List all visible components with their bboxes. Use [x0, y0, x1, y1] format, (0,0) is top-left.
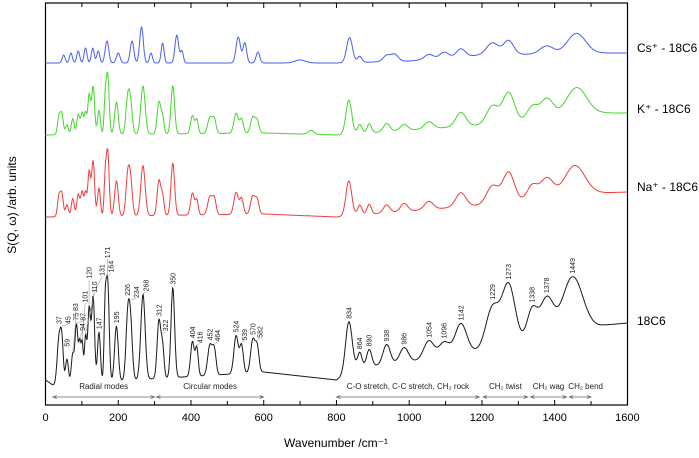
x-tick-label: 1600	[615, 412, 639, 424]
peak-label: 864	[357, 337, 364, 349]
peak-label-leader	[257, 338, 261, 341]
series-label: K⁺ - 18C6	[637, 102, 691, 116]
peak-label: 452	[207, 329, 214, 341]
peak-label: 1449	[570, 258, 577, 274]
peak-label-leader	[162, 331, 166, 334]
peak-label: 1229	[490, 284, 497, 300]
peak-label-leader	[130, 298, 137, 301]
peak-label-leader	[104, 272, 112, 279]
peak-label-leaders	[61, 258, 261, 352]
peak-label: 94	[80, 323, 87, 331]
peak-label: 1054	[426, 322, 433, 338]
peak-label: 416	[197, 331, 204, 343]
arrowhead-icon	[482, 395, 529, 399]
peak-label: 464	[215, 330, 222, 342]
series-line-3	[45, 148, 628, 218]
peak-label: 834	[346, 307, 353, 319]
peak-label: 59	[65, 339, 72, 347]
x-tick-label: 800	[327, 412, 345, 424]
peak-label-leader	[77, 321, 84, 324]
arrowhead-icon	[568, 395, 593, 399]
region-annotations: Radial modes Circular modes C-O stretch, C…	[51, 382, 603, 399]
peak-label: 986	[402, 333, 409, 345]
region-label: C-O stretch, C-C stretch, CH₂ rock	[347, 382, 470, 391]
series-line-1	[45, 25, 628, 64]
series-labels: Cs⁺ - 18C6 K⁺ - 18C6 Na⁺ - 18C6 18C6	[637, 41, 698, 328]
region-label: Circular modes	[183, 382, 237, 391]
arrowhead-icon	[335, 395, 481, 399]
peak-label: 524	[234, 321, 241, 333]
peak-label: 582	[258, 326, 265, 338]
peak-label: 171	[105, 247, 112, 259]
x-axis-title: Wavenumber /cm⁻¹	[284, 436, 388, 450]
series-label: 18C6	[637, 314, 666, 328]
y-axis-title: S(Q, ω) /arb. units	[5, 156, 19, 253]
peak-label-leader	[196, 343, 200, 346]
x-tick-label: 1400	[542, 412, 566, 424]
peak-label: 890	[367, 335, 374, 347]
region-label: CH₂ twist	[489, 382, 523, 391]
peak-label-leader	[214, 341, 218, 344]
peak-label-leader	[92, 276, 103, 295]
series-label: Na⁺ - 18C6	[637, 180, 698, 194]
series-line-2	[45, 71, 628, 136]
peak-label: 570	[250, 323, 257, 335]
peak-label-leader	[72, 321, 77, 352]
peak-label-leader	[85, 293, 95, 334]
arrowhead-icon	[529, 395, 568, 399]
x-tick-label: 400	[182, 412, 200, 424]
peak-label: 45	[65, 316, 72, 324]
peak-label: 195	[114, 311, 121, 323]
peak-label-leader	[79, 331, 83, 338]
peak-label: 938	[384, 330, 391, 342]
peak-label: 147	[97, 317, 104, 329]
x-tick-label: 1200	[470, 412, 494, 424]
region-label: CH₂ wag	[533, 382, 565, 391]
peak-label: 404	[190, 326, 197, 338]
x-tick-label: 200	[109, 412, 127, 424]
peak-label: 1096	[442, 323, 449, 339]
x-tick-label: 600	[255, 412, 273, 424]
peak-label-leader	[142, 291, 147, 294]
peak-label: 1338	[530, 287, 537, 303]
region-label: CH₂ bend	[568, 382, 603, 391]
peak-label: 87	[81, 313, 88, 321]
arrowhead-icon	[51, 395, 156, 399]
peak-label: 1273	[506, 264, 513, 280]
peak-label: 164	[109, 261, 116, 273]
region-label: Radial modes	[79, 382, 128, 391]
peak-label: 83	[73, 303, 80, 311]
peak-label-leader	[241, 340, 245, 343]
x-tick-label: 0	[42, 412, 48, 424]
axis-ticks: 0 200 400 600 800 1000 1200 1400 1600	[42, 3, 640, 424]
peak-label: 234	[134, 286, 141, 298]
peak-label: 75	[73, 313, 80, 321]
peak-label: 322	[163, 320, 170, 332]
arrowhead-icon	[155, 395, 265, 399]
series-label: Cs⁺ - 18C6	[637, 41, 698, 55]
peak-label-leader	[61, 324, 68, 327]
peak-label: 312	[157, 304, 164, 316]
peak-label: 37	[57, 316, 64, 324]
peak-label: 226	[125, 284, 132, 296]
peak-label: 120	[87, 267, 94, 279]
peak-label: 1378	[544, 277, 551, 293]
series-group	[45, 25, 628, 386]
peak-label-leader	[81, 302, 86, 340]
x-tick-label: 1000	[397, 412, 421, 424]
series-line-4	[45, 273, 628, 386]
peak-label: 101	[83, 291, 90, 303]
peak-label: 131	[100, 264, 107, 276]
peak-label: 1142	[458, 305, 465, 320]
peak-label: 350	[170, 273, 177, 285]
peak-label: 268	[144, 280, 151, 292]
peak-label: 110	[92, 281, 99, 292]
peak-label: 539	[242, 329, 249, 341]
